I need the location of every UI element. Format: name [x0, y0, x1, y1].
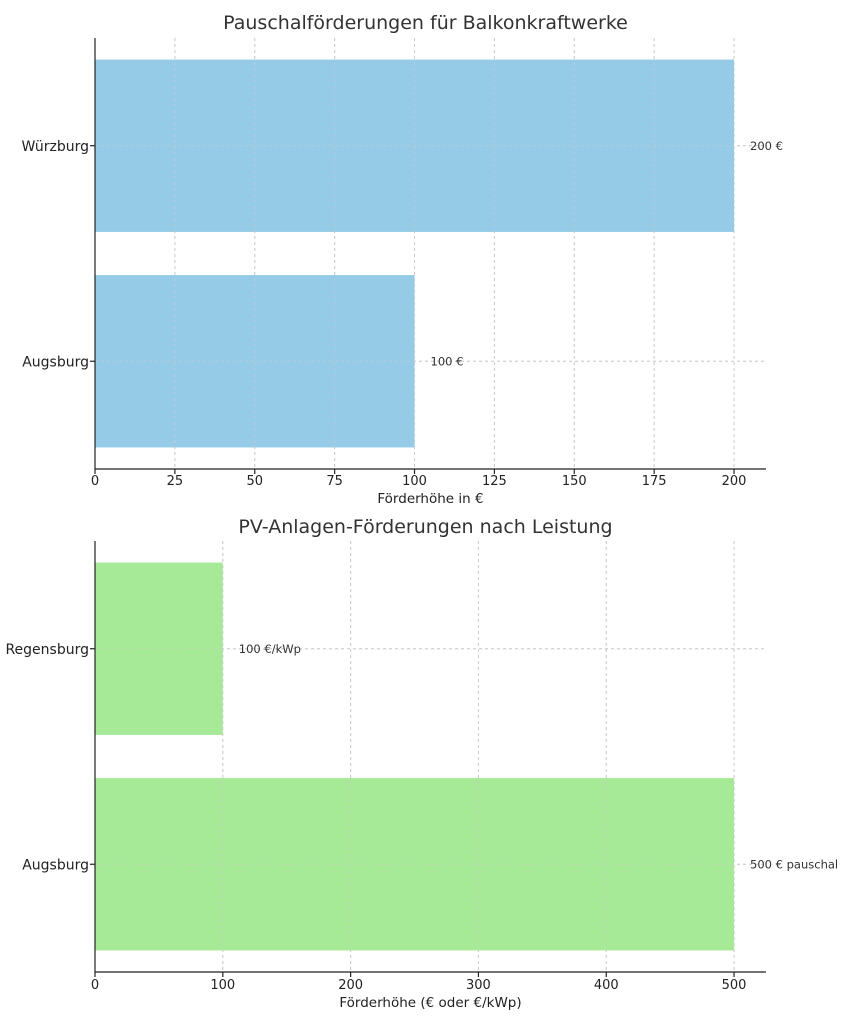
bar-regensburg [95, 562, 223, 735]
y-tick-label: Augsburg [22, 857, 89, 873]
data-label: 100 €/kWp [239, 642, 301, 656]
x-tick-label: 125 [482, 474, 507, 489]
x-tick-label: 300 [466, 978, 491, 993]
x-tick-label: 100 [210, 978, 235, 993]
x-tick-label: 0 [91, 978, 99, 993]
data-label: 100 € [431, 354, 464, 368]
y-tick-label: Regensburg [5, 642, 89, 658]
x-tick-label: 500 [722, 978, 747, 993]
x-tick-label: 75 [326, 474, 343, 489]
x-tick-label: 0 [91, 474, 99, 489]
chart-title: PV-Anlagen-Förderungen nach Leistung [238, 516, 612, 538]
x-axis-label: Förderhöhe in € [377, 491, 483, 507]
x-tick-label: 25 [167, 474, 184, 489]
y-tick-label: Augsburg [22, 354, 89, 370]
data-label: 500 € pauschal [750, 857, 838, 871]
x-tick-label: 200 [722, 474, 747, 489]
x-tick-label: 150 [562, 474, 587, 489]
x-tick-label: 50 [246, 474, 263, 489]
chart-panel-2: 500 € pauschal 100 €/kWp 0 100 200 300 400 500 A… [5, 516, 838, 1011]
x-tick-label: 200 [338, 978, 363, 993]
x-tick-label: 400 [594, 978, 619, 993]
chart-panel-1: 100 € 200 € 0 25 50 75 100 125 150 175 200 Augsburg… [22, 12, 783, 507]
y-tick-label: Würzburg [22, 139, 89, 155]
x-tick-label: 100 [402, 474, 427, 489]
x-axis-label: Förderhöhe (€ oder €/kWp) [339, 995, 521, 1011]
data-label: 200 € [750, 139, 783, 153]
chart-title: Pauschalförderungen für Balkonkraftwerke [223, 12, 628, 34]
x-tick-label: 175 [642, 474, 667, 489]
